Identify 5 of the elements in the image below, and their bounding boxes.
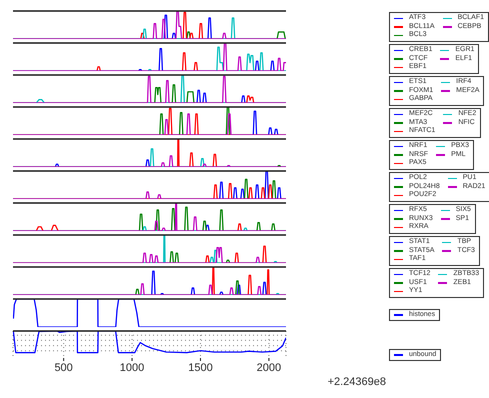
text: +2.24369e8 [326, 376, 386, 389]
x-tick-label: 1500 [188, 362, 213, 374]
x-tick-label: 2000 [256, 362, 282, 374]
x-tick-label: 1000 [120, 362, 144, 374]
x-tick-label: 500 [54, 362, 73, 374]
